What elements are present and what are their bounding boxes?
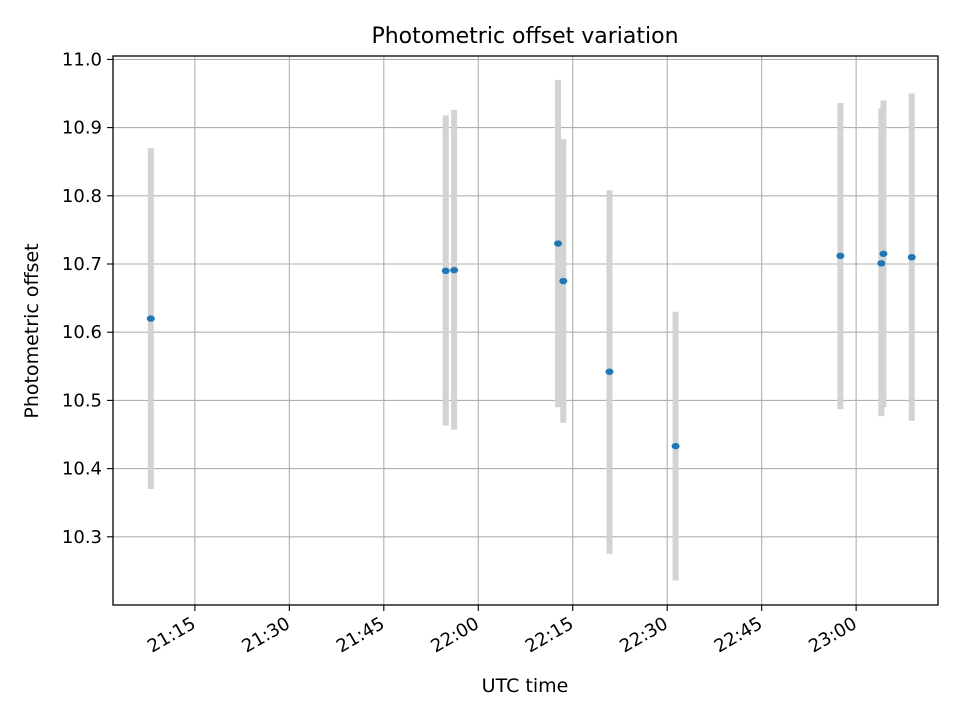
error-bars bbox=[147, 79, 915, 581]
y-tick-label: 10.9 bbox=[62, 118, 102, 139]
data-point bbox=[554, 240, 563, 247]
plot-frame bbox=[112, 55, 939, 606]
data-point bbox=[836, 252, 845, 260]
data-point bbox=[907, 253, 916, 261]
y-tick-label: 10.7 bbox=[62, 254, 102, 275]
grid bbox=[113, 56, 938, 605]
x-tick-label: 22:15 bbox=[522, 613, 577, 657]
x-tick-label: 23:00 bbox=[805, 613, 860, 657]
x-tick-label: 21:15 bbox=[144, 613, 199, 657]
y-tick-label: 11.0 bbox=[62, 49, 102, 70]
x-tick-label: 22:00 bbox=[427, 613, 482, 657]
x-tick-label: 22:45 bbox=[711, 613, 766, 657]
x-axis-label: UTC time bbox=[482, 675, 569, 697]
data-points bbox=[146, 240, 916, 450]
data-point bbox=[450, 266, 459, 274]
y-tick-label: 10.4 bbox=[62, 459, 102, 480]
y-tick-label: 10.5 bbox=[62, 390, 102, 411]
y-axis-label: Photometric offset bbox=[21, 243, 43, 418]
data-point bbox=[671, 442, 680, 450]
data-point bbox=[605, 368, 614, 375]
x-tick-label: 21:45 bbox=[333, 613, 388, 657]
x-axis-ticks: 21:15 21:30 21:45 22:00 22:15 22:30 22:45 23:00 bbox=[144, 605, 861, 657]
data-point bbox=[877, 260, 886, 267]
data-point bbox=[441, 267, 450, 275]
y-tick-label: 10.6 bbox=[62, 322, 102, 343]
data-point bbox=[146, 315, 155, 322]
y-axis-ticks: 10.3 10.4 10.5 10.6 10.7 10.8 10.9 11.0 bbox=[62, 49, 113, 548]
y-tick-label: 10.3 bbox=[62, 527, 102, 548]
data-point bbox=[879, 250, 888, 257]
x-tick-label: 22:30 bbox=[616, 613, 671, 657]
chart-title: Photometric offset variation bbox=[371, 24, 678, 49]
y-tick-label: 10.8 bbox=[62, 186, 102, 207]
x-tick-label: 21:30 bbox=[238, 613, 293, 657]
data-point bbox=[559, 277, 568, 285]
